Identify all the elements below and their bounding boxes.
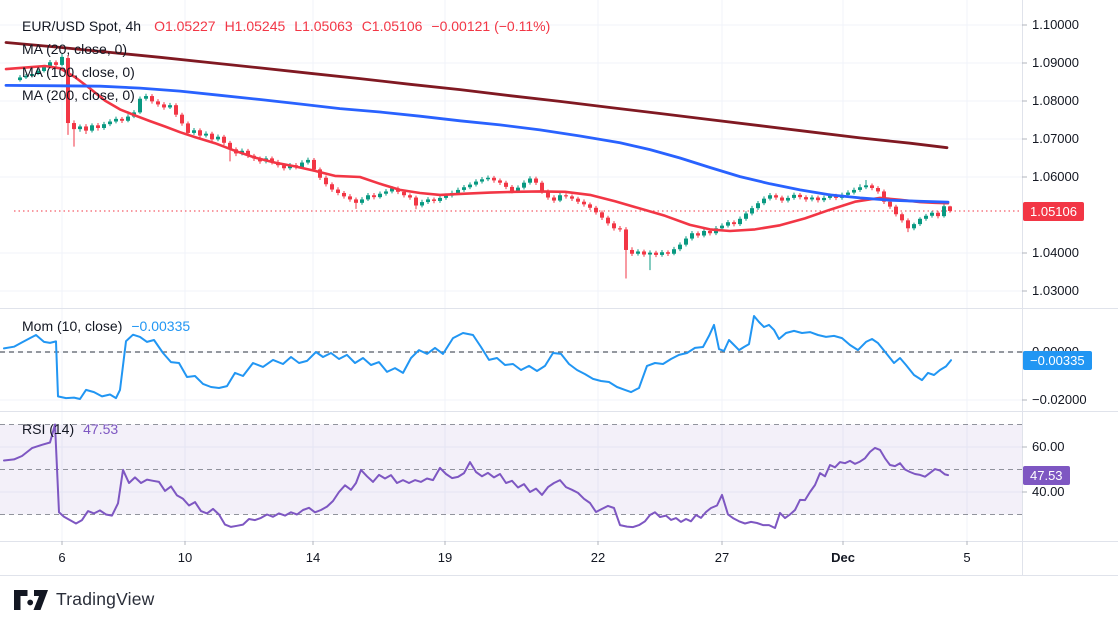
time-tick-label: 5 [963,550,971,565]
ma100-legend-row[interactable]: MA (100, close, 0) [22,64,135,80]
momentum-value-badge: −0.00335 [1023,350,1092,370]
price-pane [4,41,1022,279]
time-tick-label: 14 [305,550,321,565]
price-tick-label: 1.06000 [1032,169,1079,184]
candles-series [18,53,952,279]
last-price-badge: 1.05106 [1023,201,1084,221]
price-tick-label: 1.09000 [1032,55,1079,70]
momentum-tick-label: −0.02000 [1032,392,1087,407]
time-tick-label: 10 [177,550,193,565]
tradingview-logo-icon[interactable] [14,589,48,610]
ohlc-high: H1.05245 [224,18,286,34]
momentum-label: Mom (10, close) [22,318,123,334]
price-tick-label: 1.08000 [1032,93,1079,108]
time-tick-label: 19 [437,550,453,565]
ma20-label: MA (20, close, 0) [22,41,128,57]
ohlc-close: C1.05106 [361,18,423,34]
tradingview-logo-text[interactable]: TradingView [56,589,155,609]
time-tick-label: Dec [831,550,855,565]
price-tick-label: 1.04000 [1032,245,1079,260]
time-axis[interactable] [0,541,1022,575]
ma200-line [4,41,949,150]
rsi-tick-label: 40.00 [1032,484,1065,499]
rsi-pane [0,423,1022,529]
pane-separators [0,0,1118,576]
momentum-legend-row[interactable]: Mom (10, close) −0.00335 [22,318,190,334]
tradingview-branding[interactable]: TradingView [14,589,155,610]
ma200-label: MA (200, close, 0) [22,87,135,103]
ma100-line [4,84,950,204]
gridlines [0,0,1022,541]
ma20-legend-row[interactable]: MA (20, close, 0) [22,41,127,57]
rsi-label: RSI (14) [22,421,75,437]
rsi-value-badge: 47.53 [1023,465,1070,485]
chart-plot-area[interactable] [0,0,1118,576]
symbol-legend-row[interactable]: EUR/USD Spot, 4h O1.05227 H1.05245 L1.05… [22,18,550,34]
rsi-band [0,424,1022,515]
price-tick-label: 1.07000 [1032,131,1079,146]
momentum-pane [0,315,1022,400]
symbol-title: EUR/USD Spot, 4h [22,18,142,34]
ohlc-low: L1.05063 [294,18,353,34]
time-tick-label: 22 [590,550,606,565]
ma20-line [4,64,950,233]
time-tick-label: 6 [58,550,66,565]
momentum-line [3,315,952,400]
time-tick-label: 27 [714,550,730,565]
ma200-legend-row[interactable]: MA (200, close, 0) [22,87,135,103]
ohlc-open: O1.05227 [154,18,216,34]
rsi-legend-row[interactable]: RSI (14) 47.53 [22,421,118,437]
ohlc-change: −0.00121 (−0.11%) [431,18,551,34]
ma100-label: MA (100, close, 0) [22,64,135,80]
momentum-value: −0.00335 [131,318,191,334]
rsi-line [3,423,949,529]
price-tick-label: 1.10000 [1032,17,1079,32]
rsi-tick-label: 60.00 [1032,439,1065,454]
price-tick-label: 1.03000 [1032,283,1079,298]
rsi-value: 47.53 [83,421,119,437]
